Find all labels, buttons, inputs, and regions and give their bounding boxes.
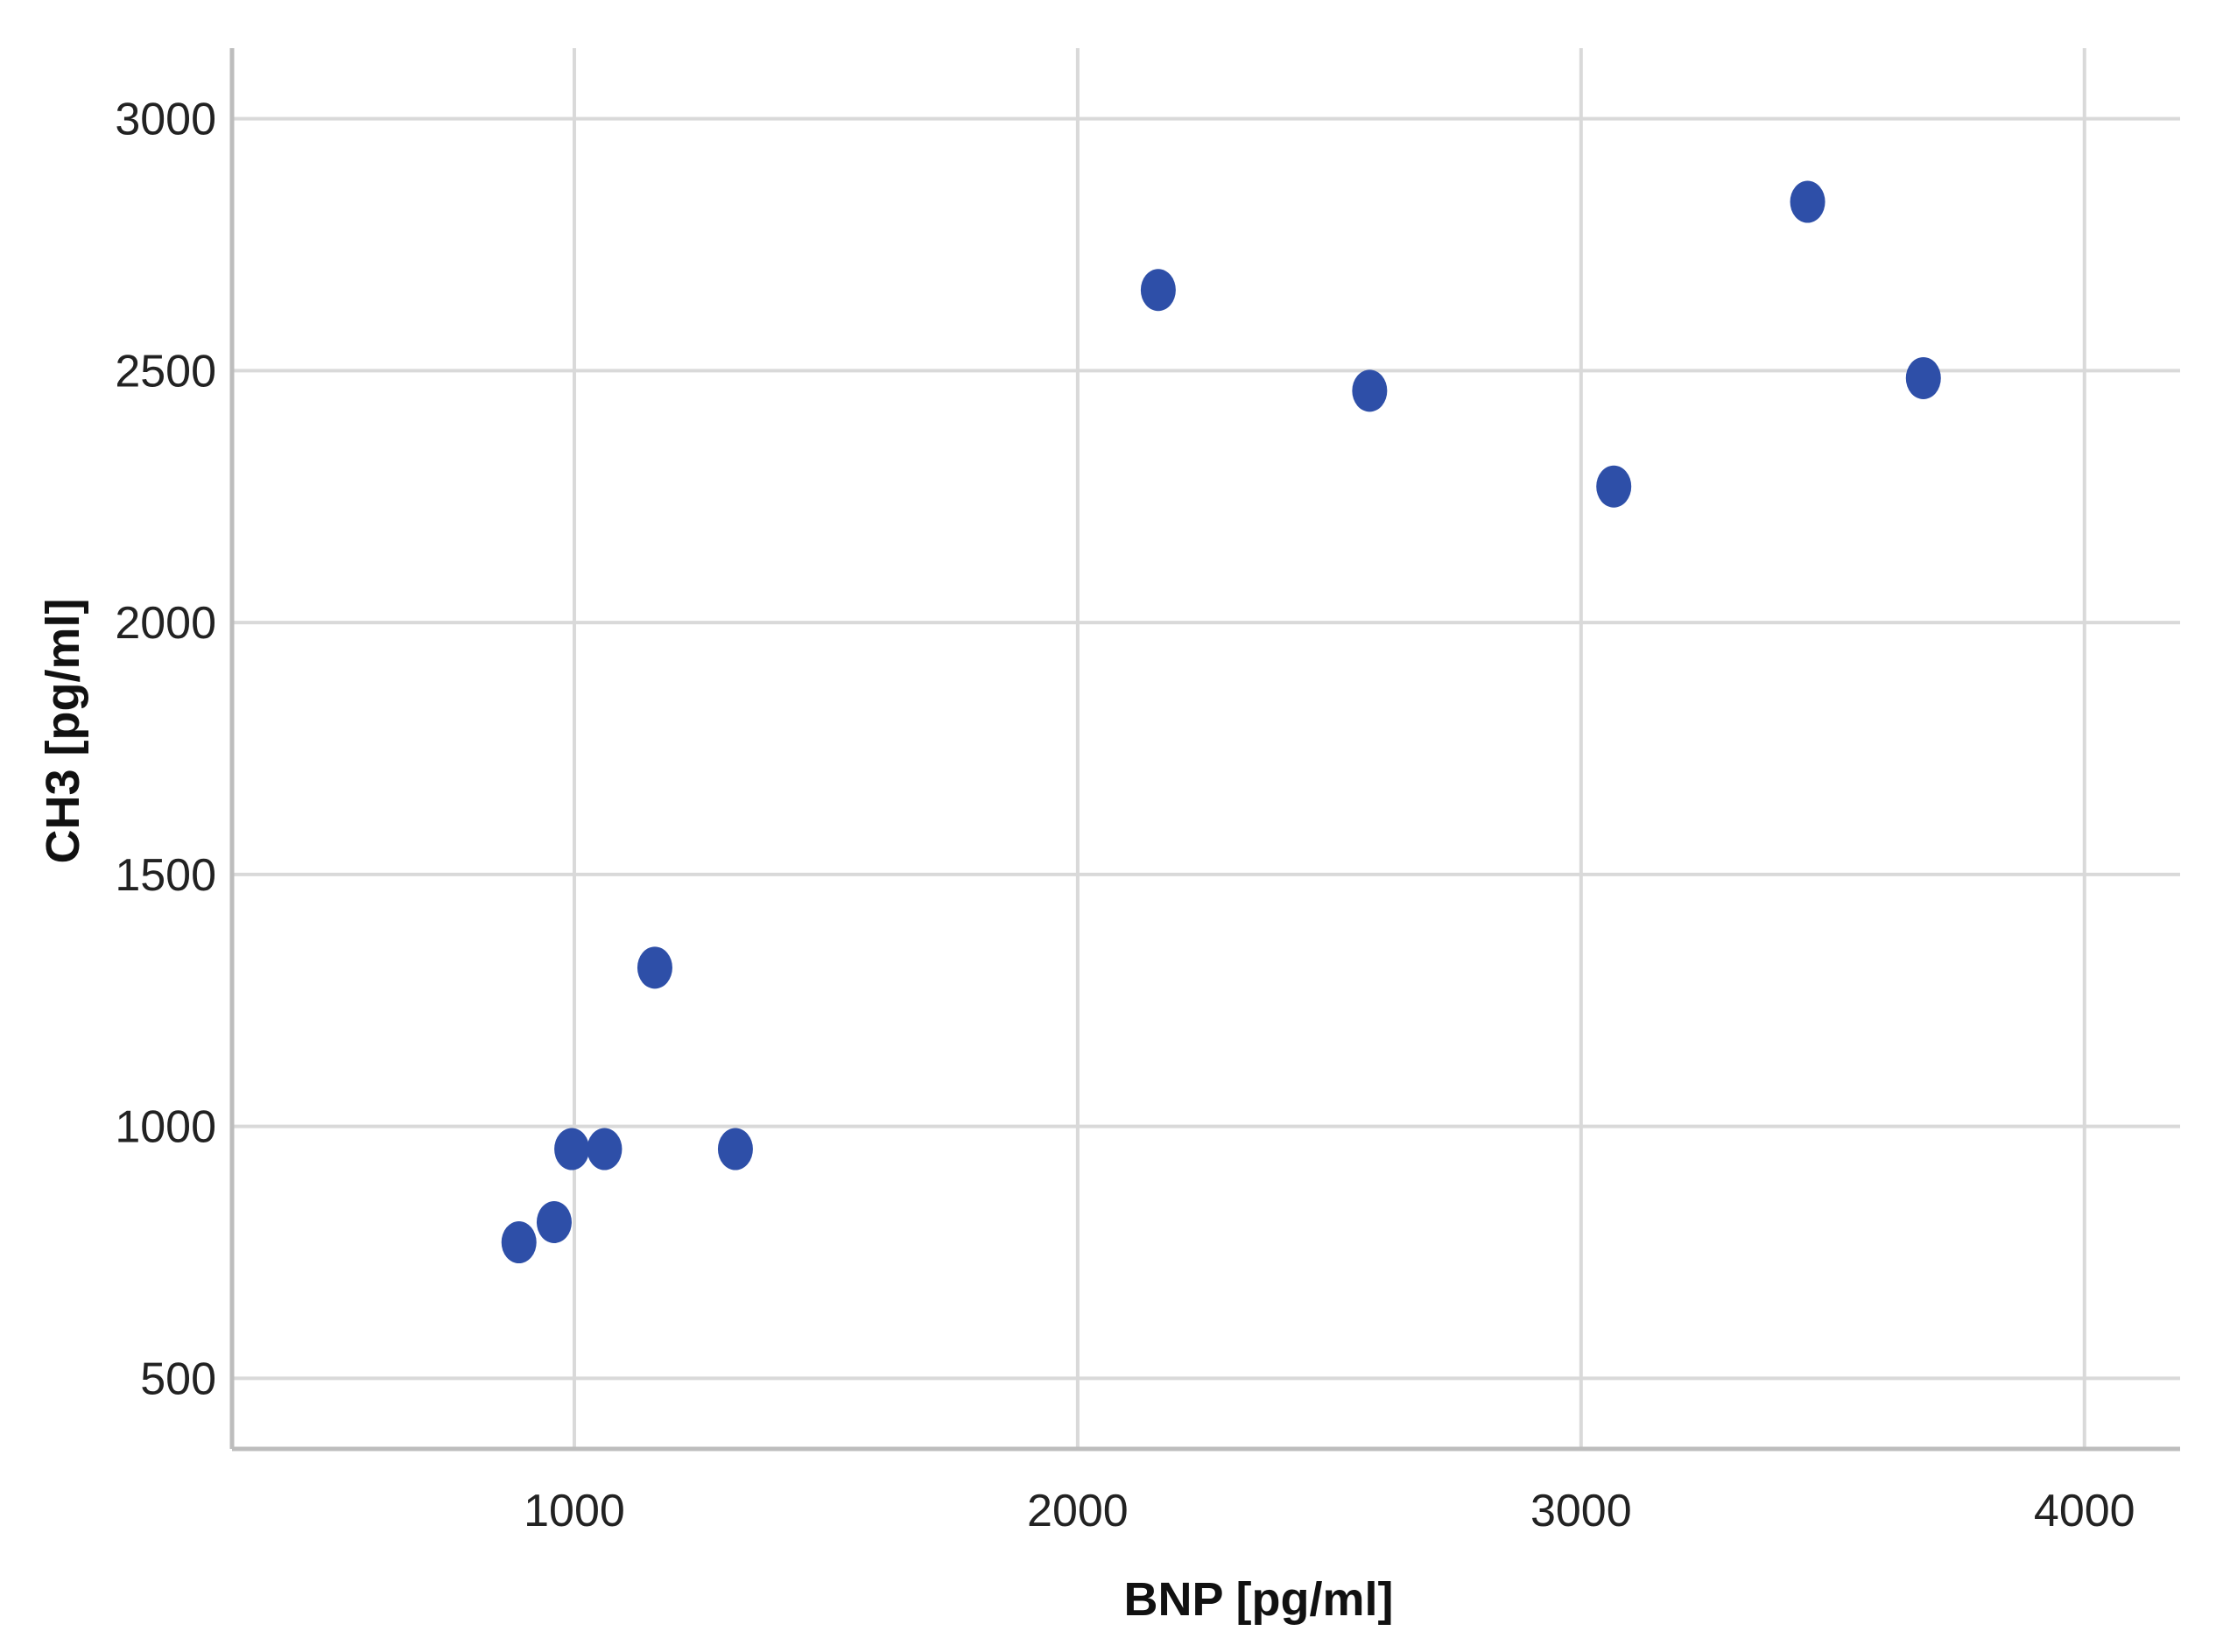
axes bbox=[229, 48, 2180, 1452]
data-points bbox=[501, 180, 1941, 1264]
x-tick-label: 2000 bbox=[1027, 1486, 1129, 1536]
y-tick-label: 500 bbox=[140, 1353, 216, 1404]
data-point bbox=[1790, 180, 1826, 223]
x-tick-label: 4000 bbox=[2034, 1486, 2135, 1536]
data-point bbox=[1140, 269, 1176, 312]
y-tick-label: 2000 bbox=[115, 598, 216, 649]
grid-lines bbox=[232, 48, 2180, 1449]
x-tick-label: 3000 bbox=[1530, 1486, 1632, 1536]
data-point bbox=[554, 1128, 590, 1170]
data-point bbox=[1352, 369, 1388, 412]
x-tick-label: 1000 bbox=[524, 1486, 625, 1536]
y-axis-title: CH3 [pg/ml] bbox=[37, 599, 89, 864]
data-point bbox=[501, 1221, 537, 1264]
data-point bbox=[717, 1128, 753, 1170]
y-tick-label: 1500 bbox=[115, 850, 216, 901]
x-axis-title: BNP [pg/ml] bbox=[1124, 1573, 1394, 1626]
y-tick-label: 1000 bbox=[115, 1102, 216, 1153]
data-point bbox=[536, 1201, 572, 1244]
data-point bbox=[637, 946, 672, 989]
data-point bbox=[1905, 356, 1941, 399]
y-tick-label: 3000 bbox=[115, 95, 216, 145]
data-point bbox=[1596, 465, 1632, 508]
data-point bbox=[587, 1128, 623, 1170]
y-tick-label: 2500 bbox=[115, 346, 216, 397]
tick-labels: 1000 2000 3000 4000 500 1000 1500 2000 2500 3000 bbox=[115, 95, 2135, 1536]
